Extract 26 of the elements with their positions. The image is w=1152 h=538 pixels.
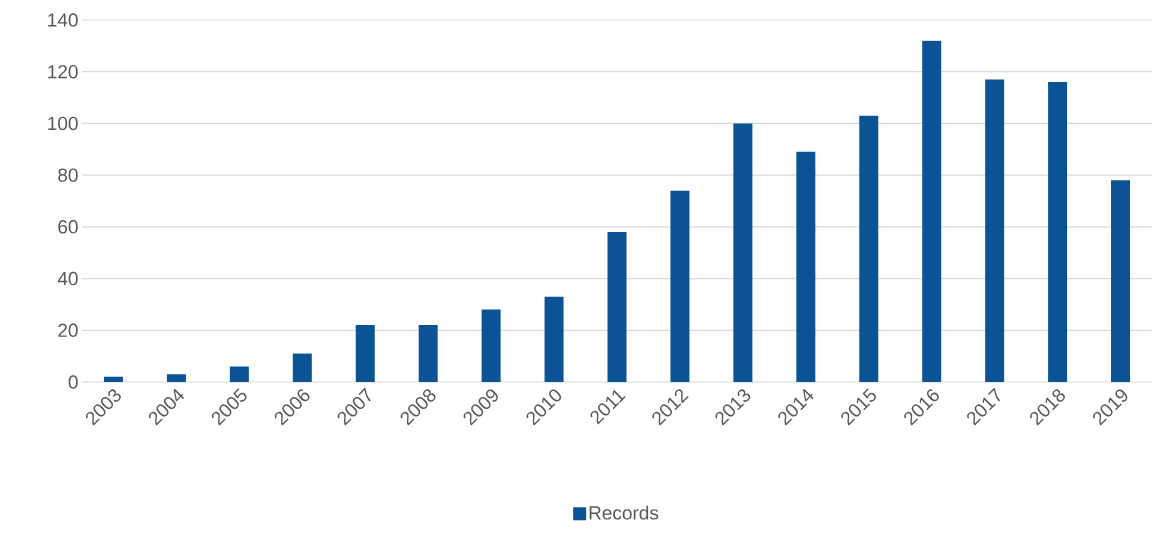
bar <box>733 123 753 382</box>
bar <box>166 374 186 382</box>
y-tick-label: 80 <box>58 168 78 182</box>
bar <box>1111 180 1131 382</box>
bar <box>796 151 816 382</box>
bar <box>859 115 879 382</box>
y-tick-label: 0 <box>68 375 78 389</box>
bar <box>481 309 501 382</box>
y-tick-label: 120 <box>48 64 78 79</box>
bar <box>544 296 564 382</box>
bar <box>922 40 942 382</box>
bar <box>355 325 375 382</box>
y-tick-label: 60 <box>58 220 78 234</box>
y-tick-label: 20 <box>58 323 78 337</box>
bar <box>418 325 438 382</box>
bar <box>985 79 1005 382</box>
bar <box>229 366 249 382</box>
legend-label: Records <box>589 505 659 520</box>
bar <box>1048 82 1068 382</box>
y-tick-label: 100 <box>48 116 78 131</box>
bar <box>670 190 690 382</box>
y-tick-label: 40 <box>57 271 78 286</box>
bar <box>103 376 123 382</box>
y-tick-label: 140 <box>48 13 78 27</box>
bar <box>292 353 312 382</box>
bar <box>607 232 627 382</box>
